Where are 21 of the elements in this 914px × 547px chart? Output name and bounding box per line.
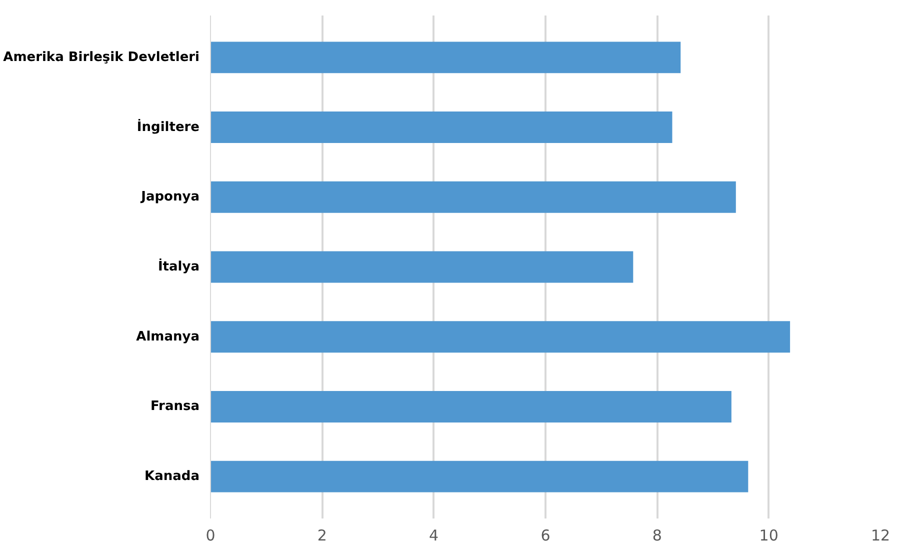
bar [210, 42, 681, 74]
bar [210, 321, 790, 353]
x-tick-label: 2 [317, 526, 327, 544]
y-tick-label: Almanya [136, 329, 200, 344]
y-tick-label: Japonya [140, 190, 200, 205]
x-tick-label: 4 [429, 526, 439, 544]
bar [210, 460, 748, 492]
y-tick-label: İngiltere [136, 118, 200, 135]
bar [210, 391, 732, 422]
y-tick-label: Kanada [144, 469, 200, 484]
y-tick-label: İtalya [158, 258, 200, 274]
y-tick-label: Fransa [150, 399, 200, 414]
bar [210, 251, 634, 283]
x-tick-label: 12 [870, 526, 890, 544]
x-tick-label: 10 [759, 526, 778, 544]
bar [210, 112, 672, 143]
x-tick-label: 0 [206, 526, 216, 544]
bar [210, 181, 736, 213]
x-tick-label: 6 [540, 526, 550, 544]
y-tick-label: Amerika Birleşik Devletleri [3, 50, 200, 65]
x-tick-label: 8 [652, 526, 662, 544]
